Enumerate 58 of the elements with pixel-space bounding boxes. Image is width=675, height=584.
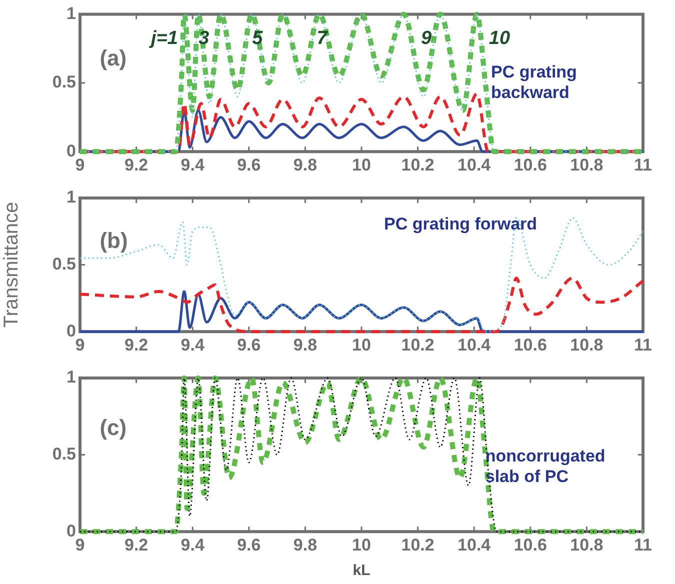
- x-tick-label: 10.6: [514, 335, 547, 354]
- x-tick-label: 10.4: [458, 335, 492, 354]
- annotation: noncorrugated slab of PC: [485, 446, 606, 486]
- x-tick-label: 9: [75, 535, 85, 554]
- x-tick-label: 11: [634, 535, 652, 554]
- annotation: (b): [100, 228, 128, 254]
- x-tick-label: 9.6: [237, 155, 261, 174]
- y-tick-label: 1: [66, 188, 76, 207]
- x-tick-label: 10.8: [570, 335, 604, 354]
- x-tick-label: 10.4: [458, 535, 492, 554]
- line-series: [78, 276, 644, 334]
- x-tick-label: 9: [75, 335, 85, 354]
- y-tick-label: 0: [66, 141, 76, 160]
- x-tick-label: 11: [634, 155, 652, 174]
- x-tick-label: 9.4: [180, 155, 205, 174]
- x-tick-label: 10.2: [401, 335, 434, 354]
- y-tick-label: 1: [66, 368, 76, 387]
- x-tick-label: 9.2: [124, 335, 148, 354]
- annotation: 10: [488, 28, 510, 50]
- x-axis-title: kL: [352, 562, 370, 580]
- y-tick-label: 1: [66, 4, 76, 23]
- x-tick-label: 9.8: [293, 535, 318, 554]
- x-tick-label: 9.2: [124, 535, 148, 554]
- x-tick-label: 9.8: [293, 335, 318, 354]
- x-tick-label: 9.6: [237, 335, 261, 354]
- y-tick-label: 0: [66, 521, 76, 540]
- x-tick-label: 11: [634, 335, 652, 354]
- x-tick-label: 10.2: [401, 155, 434, 174]
- x-tick-label: 10: [352, 535, 371, 554]
- x-tick-label: 10.8: [570, 535, 604, 554]
- annotation: 5: [252, 28, 264, 50]
- x-tick-label: 9.2: [124, 155, 148, 174]
- x-tick-label: 9.8: [293, 155, 318, 174]
- x-tick-label: 10: [352, 335, 371, 354]
- y-tick-label: 0.5: [52, 72, 76, 92]
- annotation: j=1: [148, 28, 178, 50]
- annotation: (c): [100, 414, 127, 440]
- x-tick-label: 9: [75, 155, 85, 174]
- y-tick-label: 0.5: [52, 444, 76, 464]
- line-series: [79, 217, 644, 332]
- x-tick-label: 9.4: [180, 335, 205, 354]
- annotation: (a): [100, 46, 127, 71]
- x-tick-label: 10: [352, 155, 371, 174]
- annotation: PC grating backward: [490, 62, 577, 102]
- annotation: PC grating forward: [384, 214, 538, 234]
- y-tick-label: 0: [66, 321, 76, 340]
- annotation: 3: [198, 28, 210, 50]
- x-tick-label: 10.6: [514, 155, 547, 174]
- y-axis-title: Transmittance: [0, 202, 23, 328]
- x-tick-label: 10.8: [570, 155, 604, 174]
- x-tick-label: 9.4: [180, 535, 205, 554]
- x-tick-label: 10.4: [458, 155, 492, 174]
- annotation: 7: [316, 28, 329, 50]
- annotation: 9: [420, 28, 432, 50]
- x-tick-label: 10.2: [401, 535, 434, 554]
- x-tick-label: 10.6: [514, 535, 547, 554]
- x-tick-label: 9.6: [237, 535, 261, 554]
- y-tick-label: 0.5: [52, 254, 76, 274]
